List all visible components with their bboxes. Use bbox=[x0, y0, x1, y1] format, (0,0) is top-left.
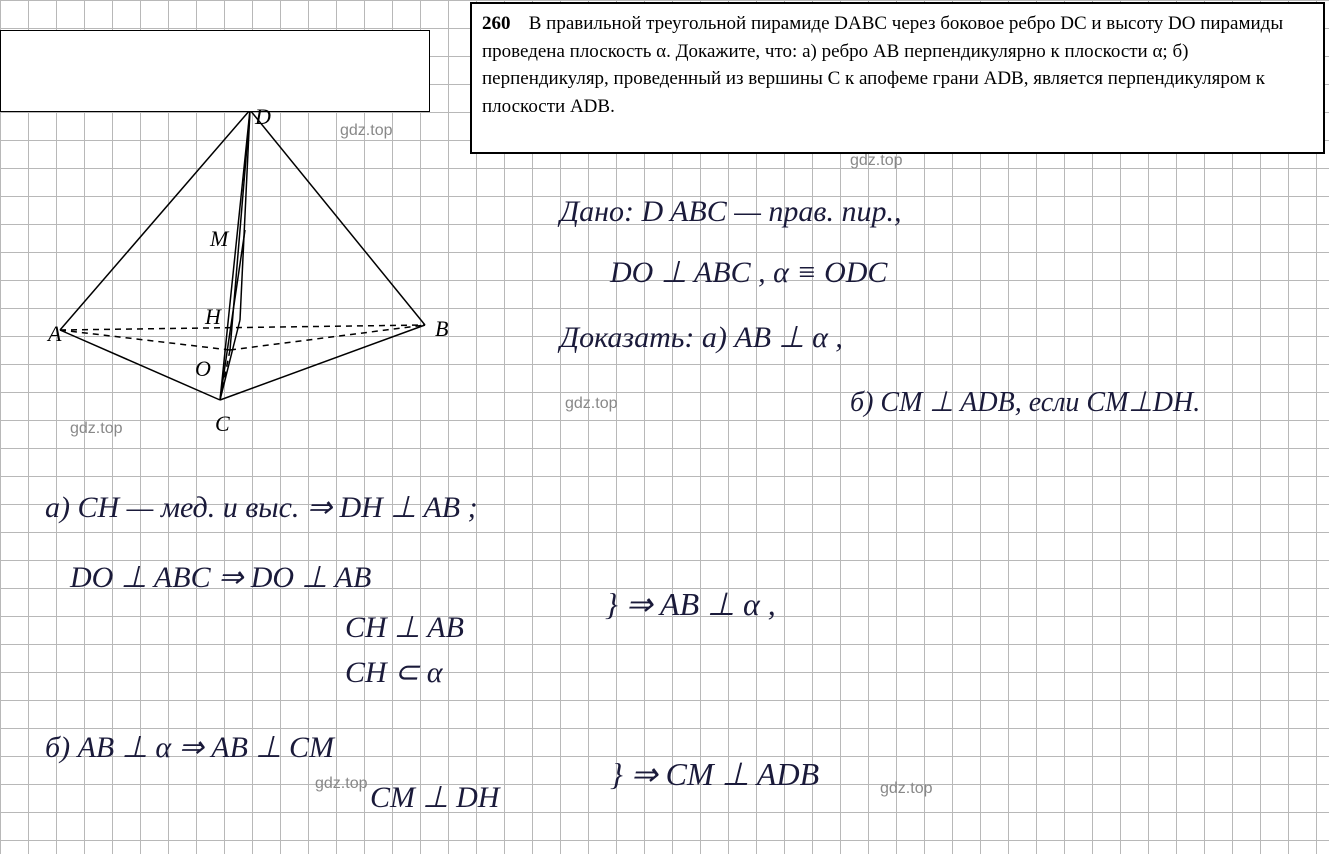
diagram-solid-edges bbox=[60, 110, 425, 400]
diagram-dashed-edges bbox=[60, 325, 425, 400]
handwriting-line-9: б) AB ⊥ α ⇒ AB ⊥ CM bbox=[45, 730, 334, 765]
handwriting-line-7: CH ⊂ α bbox=[345, 655, 443, 690]
watermark-5: gdz.top bbox=[880, 780, 932, 798]
watermark-2: gdz.top bbox=[565, 395, 617, 413]
vertex-label-C: C bbox=[215, 411, 230, 437]
handwriting-line-5: DO ⊥ ABC ⇒ DO ⊥ AB bbox=[70, 560, 371, 595]
handwriting-line-10: CM ⊥ DH bbox=[370, 780, 499, 815]
vertex-label-M: M bbox=[210, 226, 228, 252]
handwriting-line-0: Дано: D ABC — прав. пир., bbox=[560, 195, 901, 229]
vertex-label-H: H bbox=[205, 304, 221, 330]
pyramid-diagram bbox=[40, 100, 460, 440]
handwriting-line-11: } ⇒ CM ⊥ ADB bbox=[610, 755, 819, 793]
problem-text: В правильной треугольной пирамиде DABC ч… bbox=[482, 13, 1283, 117]
vertex-label-D: D bbox=[255, 104, 271, 130]
handwriting-line-4: а) CH — мед. и выс. ⇒ DH ⊥ AB ; bbox=[45, 490, 478, 525]
handwriting-line-2: Доказать: а) AB ⊥ α , bbox=[560, 320, 843, 355]
blank-header-box bbox=[0, 30, 430, 112]
handwriting-line-1: DO ⊥ ABC , α ≡ ODC bbox=[610, 255, 887, 290]
vertex-label-A: A bbox=[48, 321, 61, 347]
vertex-label-B: B bbox=[435, 316, 448, 342]
handwriting-line-6: CH ⊥ AB bbox=[345, 610, 464, 645]
watermark-3: gdz.top bbox=[850, 152, 902, 170]
watermark-4: gdz.top bbox=[315, 775, 367, 793]
problem-statement-box: 260 В правильной треугольной пирамиде DA… bbox=[470, 2, 1325, 154]
diagram-svg bbox=[40, 100, 460, 440]
handwriting-line-8: } ⇒ AB ⊥ α , bbox=[605, 585, 776, 623]
vertex-label-O: O bbox=[195, 356, 211, 382]
handwriting-line-3: б) CM ⊥ ADB, если CM⊥DH. bbox=[850, 385, 1200, 419]
problem-number: 260 bbox=[482, 10, 524, 38]
